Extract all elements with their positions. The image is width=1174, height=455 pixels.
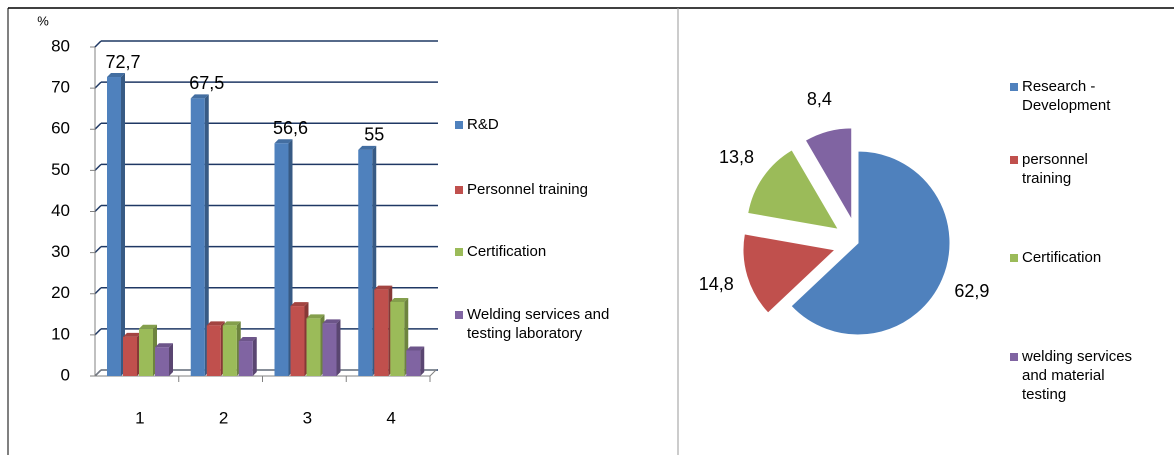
data-label: 56,6 — [273, 118, 308, 138]
pie-slice — [804, 127, 853, 222]
data-label: 55 — [364, 125, 384, 145]
legend-swatch — [455, 186, 463, 194]
bar — [123, 336, 137, 376]
pie-slice — [747, 149, 840, 230]
bar-top — [390, 297, 409, 302]
bar — [274, 143, 289, 376]
bar — [374, 289, 389, 376]
legend-label: Research - Development — [1022, 78, 1111, 114]
legend-swatch — [455, 311, 463, 319]
bar — [390, 301, 405, 376]
legend-swatch — [1010, 353, 1018, 361]
data-label: 67,5 — [189, 73, 224, 93]
y-tick-label: 0 — [61, 365, 70, 384]
bar-top — [139, 324, 157, 329]
grid-line — [94, 81, 102, 89]
y-tick-label: 30 — [51, 242, 70, 261]
bar-top — [374, 285, 393, 290]
bar — [155, 347, 169, 376]
bar-top — [190, 94, 209, 99]
legend-label: Certification — [467, 243, 547, 260]
grid-line — [94, 246, 102, 254]
data-label: 14,8 — [699, 274, 734, 294]
bar — [107, 77, 121, 377]
bar-top — [107, 73, 125, 78]
grid-line — [94, 122, 102, 130]
y-tick-label: 40 — [51, 201, 70, 220]
legend-swatch — [1010, 156, 1018, 164]
y-tick-label: 50 — [51, 160, 70, 179]
pie-slice — [790, 150, 951, 336]
bar-top — [274, 139, 293, 144]
bar-side — [336, 319, 341, 376]
bar-top — [123, 332, 141, 337]
bar — [222, 325, 237, 376]
grid-line — [94, 287, 102, 295]
legend-label: R&D — [467, 116, 499, 133]
legend-label: Personnel training — [467, 181, 588, 198]
bar — [406, 350, 421, 376]
bar-top — [155, 343, 173, 348]
y-tick-label: 60 — [51, 119, 70, 138]
bar-side — [252, 337, 257, 376]
bar — [306, 318, 321, 376]
x-tick-label: 1 — [135, 408, 144, 427]
x-tick-label: 4 — [386, 408, 395, 427]
data-label: 13,8 — [719, 147, 754, 167]
bar-top — [358, 145, 377, 150]
y-tick-label: 80 — [51, 36, 70, 55]
legend-swatch — [1010, 83, 1018, 91]
legend-label: Welding services and testing laboratory — [467, 306, 610, 342]
bar — [322, 323, 337, 376]
bar-top — [238, 337, 257, 342]
legend-label: personnel training — [1022, 151, 1088, 187]
bar-top — [322, 319, 341, 324]
bar-side — [204, 94, 209, 376]
bar — [206, 325, 221, 376]
bar-side — [121, 73, 125, 377]
grid-line — [94, 328, 102, 336]
grid-line — [94, 40, 102, 48]
grid-line — [94, 163, 102, 171]
bar-top — [290, 302, 309, 307]
bar — [358, 149, 373, 376]
data-label: 62,9 — [954, 281, 989, 301]
bar-side — [420, 346, 425, 376]
data-label: 72,7 — [105, 52, 140, 72]
legend-label: Certification — [1022, 249, 1102, 266]
bar-side — [169, 343, 173, 376]
data-label: 8,4 — [807, 89, 832, 109]
y-tick-label: 20 — [51, 283, 70, 302]
x-tick-label: 2 — [219, 408, 228, 427]
y-tick-label: 10 — [51, 324, 70, 343]
grid-line — [94, 204, 102, 213]
y-axis-title: % — [37, 13, 49, 28]
bar — [238, 341, 253, 376]
legend-swatch — [455, 121, 463, 129]
bar — [190, 98, 205, 376]
bar-top — [406, 346, 425, 351]
bar — [290, 306, 305, 376]
bar-top — [222, 321, 241, 326]
bar-top — [206, 321, 225, 326]
legend-swatch — [455, 248, 463, 256]
x-tick-label: 3 — [303, 408, 312, 427]
pie-slice — [742, 233, 837, 314]
legend-label: welding services and material testing — [1022, 348, 1133, 403]
y-tick-label: 70 — [51, 78, 70, 97]
bar — [139, 328, 153, 376]
legend-swatch — [1010, 254, 1018, 262]
bar-top — [306, 314, 325, 319]
